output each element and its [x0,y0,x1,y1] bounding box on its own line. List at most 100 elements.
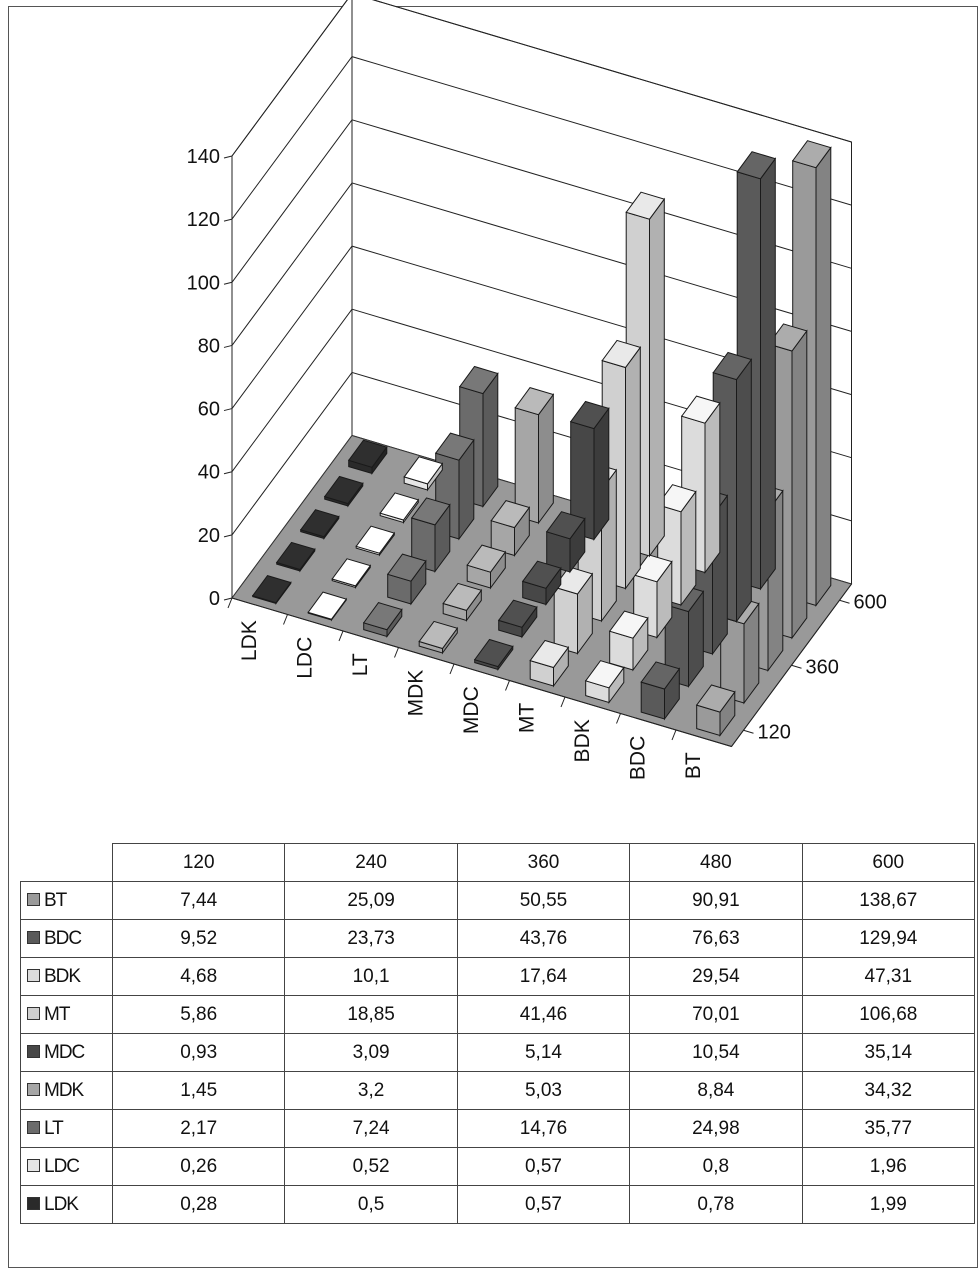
bar-side-face [736,357,752,624]
bar-top-face [362,602,403,631]
legend-label: LT [44,1117,64,1139]
bar-series-mdc [473,400,610,672]
table-row: MT 5,86 18,85 41,46 70,01 106,68 [20,995,976,1034]
legend-label: LDK [44,1193,79,1215]
legend-swatch [27,968,40,982]
bar-top-face [275,541,316,571]
table-cell: 0,57 [456,1147,631,1186]
x-tick-mark [505,680,510,691]
bar-side-face [538,392,554,525]
gridline [231,182,852,346]
x-category-label: BDC [626,736,649,780]
table-row: BT 7,44 25,09 50,55 90,91 138,67 [20,881,976,920]
row-label: MT [20,995,113,1034]
bar-series-mdk [418,387,555,655]
y-tick-mark [223,218,233,222]
y-tick-mark [223,344,233,348]
y-tick-label: 0 [209,588,220,610]
x-tick-mark [616,713,621,724]
column-header: 480 [629,843,803,882]
legend-label: LDC [44,1155,80,1177]
table-cell: 18,85 [284,995,458,1034]
bar-side-face [593,406,610,542]
bar-top-face [712,351,753,381]
legend-label: BDC [44,927,82,949]
table-cell: 10,54 [629,1033,803,1072]
row-label: LT [20,1109,113,1148]
bar-side-face [625,345,641,591]
bar-side-face [482,371,499,509]
bar-side-face [791,329,808,640]
x-tick-mark [227,597,233,609]
bar-top-face [458,365,499,395]
gridline [231,245,852,409]
bar-top-face [545,511,586,540]
bar-top-face [584,660,625,689]
table-cell: 35,14 [801,1033,976,1072]
bar-top-face [767,323,808,352]
bar-top-face [386,553,427,582]
table-cell: 5,03 [456,1071,631,1110]
depth-tick-label: 360 [806,656,839,678]
column-header: 120 [111,843,286,882]
bar-top-face [608,610,649,639]
y-tick-mark [223,281,233,285]
bar-top-face [323,475,364,505]
x-category-label: BDK [571,719,594,762]
x-tick-mark [394,647,399,658]
depth-tick-mark [791,664,802,669]
column-header: 600 [801,843,976,882]
row-label: LDK [20,1185,113,1224]
bar-series-ldc [307,456,444,622]
bar-side-face [760,157,776,591]
x-tick-mark [449,663,455,675]
x-category-label: MDK [404,670,427,717]
bar-top-face [695,684,736,713]
x-axis-line [231,597,732,747]
table-cell: 47,31 [801,957,976,996]
x-tick-mark [338,630,344,642]
table-cell: 43,76 [456,919,631,958]
table-cell: 41,46 [456,995,631,1034]
bar-top-face [418,620,459,650]
table-cell: 0,93 [111,1033,286,1072]
bar-top-face [497,599,538,628]
legend-label: MDK [44,1079,84,1101]
bar-series-lt [362,365,499,639]
legend-swatch [27,1120,40,1134]
bar-top-face [490,500,531,529]
bar-top-face [791,140,832,169]
y-tick-label: 100 [187,272,220,294]
legend-swatch [27,1044,40,1058]
table-row: MDC 0,93 3,09 5,14 10,54 35,14 [20,1033,976,1072]
bar-front-face [553,586,578,655]
table-cell: 1,96 [801,1147,976,1186]
x-category-label: LT [349,653,372,676]
table-cell: 0,52 [284,1147,458,1186]
row-label: LDC [20,1147,113,1186]
table-cell: 14,76 [456,1109,631,1148]
x-category-label: LDK [238,620,261,661]
bar-top-face [514,387,555,416]
legend-label: BT [44,889,67,911]
table-cell: 50,55 [456,881,631,920]
row-label: MDC [20,1033,113,1072]
bar-series-bdk [584,395,721,705]
depth-tick-mark [839,599,850,604]
table-cell: 1,45 [111,1071,286,1110]
bar-top-face [473,638,514,668]
bar-top-face [656,484,697,513]
bar-top-face [466,544,507,573]
table-cell: 5,14 [456,1033,631,1072]
table-cell: 7,44 [111,881,286,920]
table-corner-cell [20,843,113,882]
table-row: BDK 4,68 10,1 17,64 29,54 47,31 [20,957,976,996]
legend-swatch [27,1006,40,1020]
table-cell: 3,09 [284,1033,458,1072]
legend-label: BDK [44,965,81,987]
table-cell: 4,68 [111,957,286,996]
table-row: LDC 0,26 0,52 0,57 0,8 1,96 [20,1147,976,1186]
table-cell: 35,77 [801,1109,976,1148]
table-cell: 76,63 [629,919,803,958]
y-tick-mark [223,471,233,475]
